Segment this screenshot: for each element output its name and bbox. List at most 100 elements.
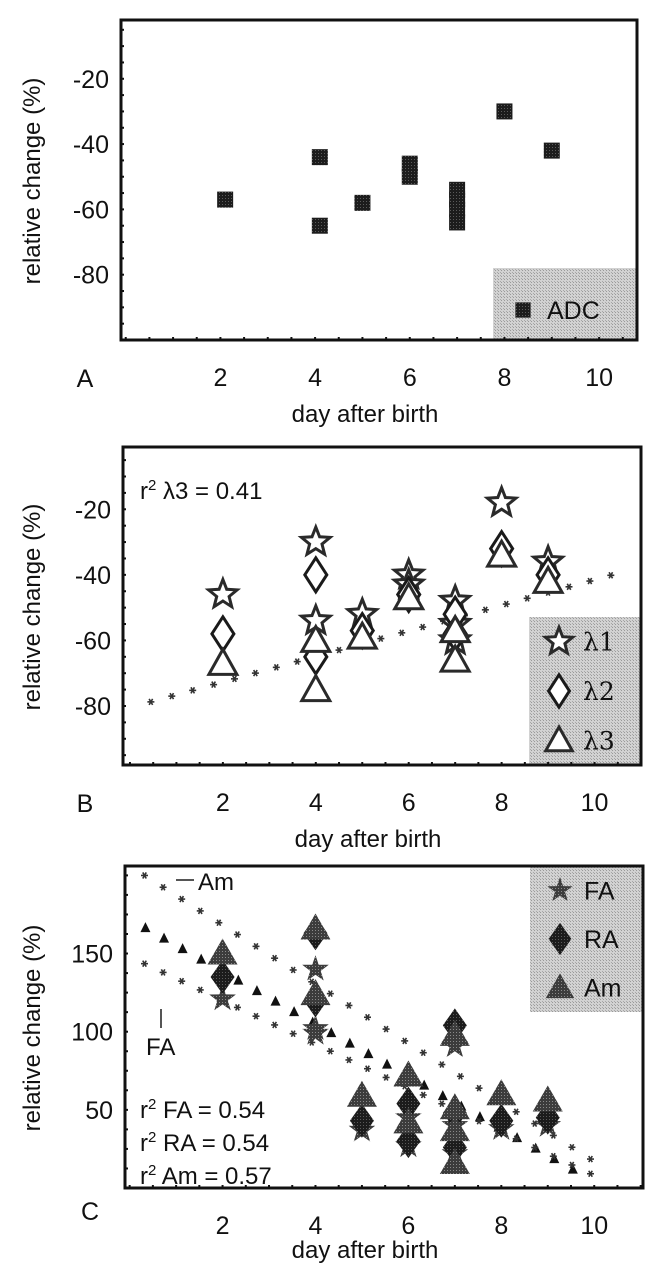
fit-line-point xyxy=(364,1013,372,1021)
data-point--1 xyxy=(297,522,335,558)
fit-line-point xyxy=(159,968,167,976)
x-axis-title-c: day after birth xyxy=(292,1237,439,1264)
fit-line-point xyxy=(215,919,223,927)
fit-line-point xyxy=(512,1135,520,1143)
data-point--3 xyxy=(299,672,333,703)
fit-line-point xyxy=(272,663,280,671)
data-point-am xyxy=(486,1079,517,1106)
y-tick-label: -60 xyxy=(75,627,111,655)
panel-label-c: C xyxy=(81,1198,99,1226)
legend-label: λ2 xyxy=(583,677,615,706)
x-tick-label: 10 xyxy=(580,1212,608,1240)
data-point-am xyxy=(346,1080,377,1107)
x-axis-title-b: day after birth xyxy=(295,826,442,853)
fit-line-point xyxy=(363,1048,374,1059)
data-point-am xyxy=(393,1060,424,1087)
plot-frame xyxy=(121,445,643,767)
fit-line-point xyxy=(587,1155,595,1163)
data-point-adc xyxy=(217,191,234,208)
fit-line-point xyxy=(271,954,279,962)
legend-label: ADC xyxy=(547,297,600,325)
data-point-fa xyxy=(209,984,236,1011)
fit-line-point xyxy=(189,686,197,694)
fit-line-point xyxy=(233,1003,241,1011)
fit-line-point xyxy=(326,1047,334,1055)
data-point-ra xyxy=(210,959,235,994)
x-tick-label: 4 xyxy=(309,789,323,817)
fit-line-point xyxy=(364,1065,372,1073)
plot-frame xyxy=(123,864,645,1190)
legend-marker-am xyxy=(545,973,575,999)
legend-label: λ3 xyxy=(583,726,615,755)
legend-marker--2 xyxy=(546,672,572,710)
fit-line-point xyxy=(293,658,301,666)
data-point-adc xyxy=(401,155,418,172)
fit-line-point xyxy=(147,698,155,706)
data-point-adc xyxy=(449,201,466,218)
data-point--1 xyxy=(483,483,520,519)
data-point--3 xyxy=(206,646,240,676)
data-point-am xyxy=(300,979,331,1006)
fit-line-point xyxy=(531,1144,539,1151)
fit-line-point xyxy=(233,974,244,985)
fit-line-point xyxy=(210,681,218,689)
fit-line-point xyxy=(549,1152,557,1160)
fit-line-point xyxy=(456,1072,464,1080)
fit-line-point xyxy=(196,953,207,964)
legend-label: Am xyxy=(584,975,622,1003)
fit-line-point xyxy=(233,931,241,938)
data-point--3 xyxy=(438,613,472,644)
x-tick-label: 8 xyxy=(495,789,509,817)
x-tick-label: 2 xyxy=(213,364,227,392)
x-tick-label: 10 xyxy=(585,364,613,392)
panel-b: 2 4 6 8 10 -20 -40 -60 -80 λ1 λ2 λ3 B day after bir… xyxy=(19,445,643,853)
fit-line-point xyxy=(345,1056,353,1064)
data-point--3 xyxy=(392,580,426,611)
x-tick-label: 8 xyxy=(497,364,511,392)
data-point--3 xyxy=(531,564,565,594)
fit-line-point xyxy=(502,600,510,608)
plot-area-b: 2 4 6 8 10 -20 -40 -60 -80 λ1 λ2 λ3 xyxy=(75,445,643,817)
data-point-adc xyxy=(311,149,328,166)
fit-line-point xyxy=(475,1084,483,1092)
data-point-fa xyxy=(302,1019,329,1045)
fit-line-point xyxy=(289,1006,300,1017)
legend-label: FA xyxy=(584,877,615,905)
legend-label: RA xyxy=(584,926,619,954)
data-point--3 xyxy=(345,620,379,650)
legend-label: λ1 xyxy=(583,628,615,657)
panel-label-b: B xyxy=(77,790,94,818)
y-tick-label: -40 xyxy=(75,562,111,590)
fit-line-point xyxy=(438,1100,446,1108)
fit-line-point xyxy=(196,986,204,994)
y-tick-label: -40 xyxy=(73,131,109,159)
fit-line-point xyxy=(159,883,167,891)
data-point--2 xyxy=(303,555,329,595)
y-tick-label: -60 xyxy=(73,196,109,224)
fit-line-point xyxy=(568,1161,576,1169)
x-tick-label: 10 xyxy=(581,789,609,817)
fit-line-point xyxy=(345,1002,353,1009)
fit-line-point xyxy=(377,635,385,643)
data-point-ra xyxy=(489,1103,514,1138)
r2-annotation-b: r2 λ3 = 0.41 xyxy=(140,477,262,505)
data-point--1 xyxy=(204,575,242,611)
y-tick-label: 100 xyxy=(71,1019,113,1047)
data-point-adc xyxy=(354,194,371,211)
y-tick-label: -20 xyxy=(75,496,111,524)
am-line-label: Am xyxy=(198,869,234,896)
x-tick-label: 6 xyxy=(401,1212,415,1240)
fit-line-point xyxy=(178,895,186,903)
x-tick-label: 6 xyxy=(402,789,416,817)
fit-line-point xyxy=(419,1049,427,1057)
fit-line-point xyxy=(141,872,149,879)
data-point--3 xyxy=(299,623,333,653)
y-axis-title-c: relative change (%) xyxy=(19,925,46,1132)
r2-annotation-ra: r2 RA = 0.54 xyxy=(140,1129,269,1157)
fit-line-point xyxy=(568,1143,576,1151)
data-point-am xyxy=(439,1093,470,1120)
data-point-am xyxy=(207,938,238,965)
fit-line-point xyxy=(196,907,204,915)
fit-line-point xyxy=(271,1021,279,1029)
fit-line-point xyxy=(475,1117,483,1125)
